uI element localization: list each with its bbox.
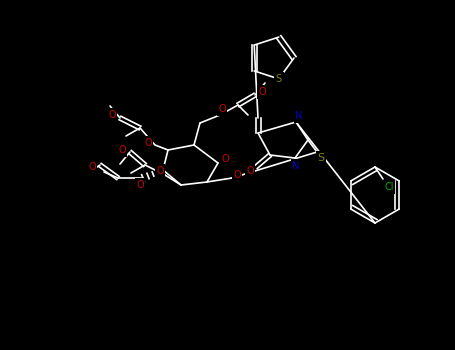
Text: O: O	[218, 104, 226, 114]
Text: N: N	[292, 161, 300, 171]
Text: O: O	[233, 170, 241, 180]
Text: O: O	[118, 145, 126, 155]
Text: N: N	[295, 111, 303, 121]
Text: Cl: Cl	[384, 182, 394, 192]
Text: O: O	[88, 162, 96, 172]
Text: S: S	[318, 153, 324, 163]
Text: O: O	[144, 138, 152, 148]
Text: O: O	[156, 166, 164, 176]
Text: O: O	[258, 87, 266, 97]
Text: S: S	[276, 74, 282, 84]
Text: O: O	[221, 154, 229, 164]
Text: O: O	[136, 180, 144, 190]
Text: O: O	[108, 110, 116, 120]
Text: O: O	[246, 166, 254, 176]
